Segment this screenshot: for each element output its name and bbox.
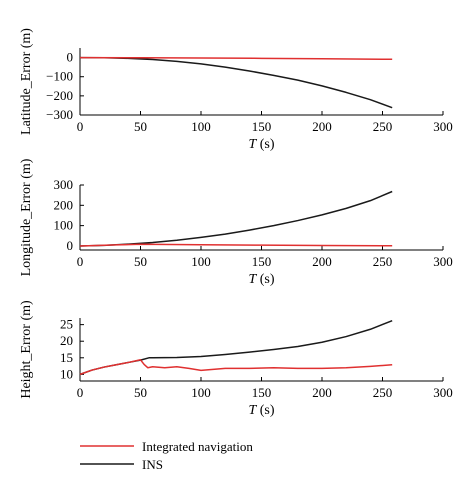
height-x-axis-label: T (s) (248, 403, 274, 418)
longitude-y-tick-label: 200 (54, 197, 74, 212)
height-x-tick-label: 50 (134, 385, 147, 400)
longitude-error-panel: 0 50 100 150 200 250 300 0 100 200 300 T (s) Longitu… (19, 158, 453, 287)
height-series-integrated-navigation (79, 359, 393, 376)
longitude-x-tick-label: 250 (373, 254, 393, 269)
height-y-tick-label: 15 (60, 350, 73, 365)
latitude-x-tick-label: 100 (191, 119, 211, 134)
legend-label-integrated-navigation: Integrated navigation (142, 439, 253, 454)
latitude-x-tick-label: 0 (77, 119, 84, 134)
latitude-y-tick-label: 0 (67, 50, 74, 65)
latitude-y-tick-label: −200 (46, 88, 73, 103)
legend-label-ins: INS (142, 457, 163, 472)
latitude-y-tick-label: −300 (46, 107, 73, 122)
height-y-tick-label: 20 (60, 333, 73, 348)
latitude-series-ins (79, 56, 393, 109)
latitude-y-axis-label: Latitude_Error (m) (19, 28, 34, 135)
longitude-x-tick-label: 50 (134, 254, 147, 269)
longitude-x-tick-label: 200 (312, 254, 332, 269)
longitude-series-ins (79, 190, 393, 247)
latitude-error-panel: 0 50 100 150 200 250 300 −300 −200 −100 0 T (s) Lati… (19, 28, 453, 152)
longitude-x-axis-label: T (s) (248, 272, 274, 287)
height-x-tick-label: 300 (433, 385, 453, 400)
latitude-x-tick-label: 300 (433, 119, 453, 134)
latitude-x-axis-label: T (s) (248, 137, 274, 152)
latitude-y-tick-label: −100 (46, 69, 73, 84)
height-x-tick-label: 100 (191, 385, 211, 400)
height-y-tick-label: 10 (60, 366, 73, 381)
longitude-x-tick-label: 0 (77, 254, 84, 269)
latitude-x-tick-label: 50 (134, 119, 147, 134)
height-y-axis-label: Height_Error (m) (19, 300, 34, 399)
longitude-y-axis-label: Longitude_Error (m) (19, 158, 34, 276)
latitude-x-tick-label: 200 (312, 119, 332, 134)
height-x-tick-label: 200 (312, 385, 332, 400)
latitude-series-integrated-navigation (79, 56, 393, 61)
latitude-x-tick-label: 150 (252, 119, 272, 134)
height-x-tick-label: 0 (77, 385, 84, 400)
height-x-tick-label: 150 (252, 385, 272, 400)
longitude-y-tick-label: 300 (54, 177, 74, 192)
longitude-x-tick-label: 100 (191, 254, 211, 269)
longitude-x-tick-label: 300 (433, 254, 453, 269)
height-y-tick-label: 25 (60, 317, 73, 332)
longitude-x-tick-label: 150 (252, 254, 272, 269)
height-x-tick-label: 250 (373, 385, 393, 400)
longitude-y-tick-label: 100 (54, 218, 74, 233)
legend: Integrated navigation INS (80, 439, 253, 472)
height-series-ins (79, 319, 393, 376)
longitude-series-integrated-navigation (79, 243, 393, 247)
latitude-x-tick-label: 250 (373, 119, 393, 134)
longitude-y-tick-label: 0 (67, 238, 74, 253)
